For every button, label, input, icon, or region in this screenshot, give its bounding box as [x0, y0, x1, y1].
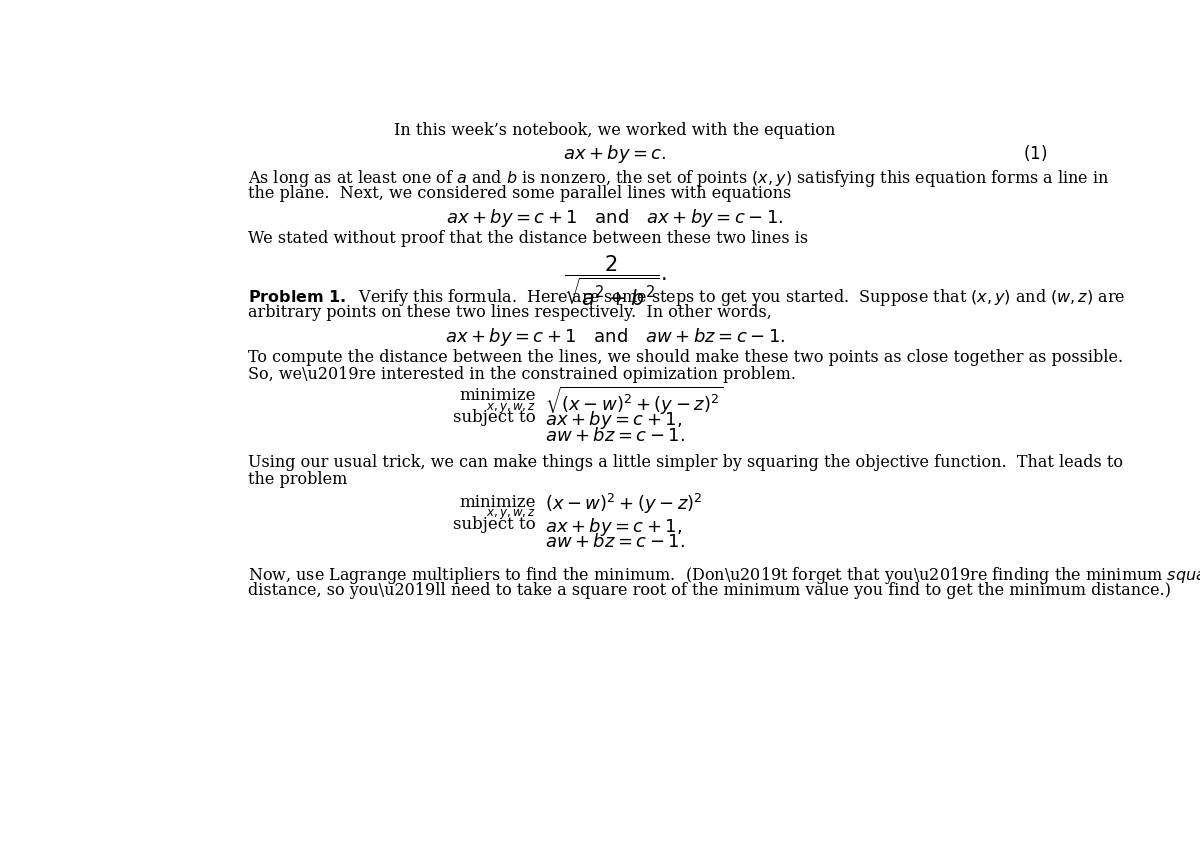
- Text: $(1)$: $(1)$: [1024, 143, 1048, 163]
- Text: subject to: subject to: [454, 408, 536, 425]
- Text: $ax + by = c+1 \quad \text{and} \quad aw + bz = c-1.$: $ax + by = c+1 \quad \text{and} \quad aw…: [445, 326, 785, 348]
- Text: $x,y,w,z$: $x,y,w,z$: [486, 400, 536, 414]
- Text: $ax + by = c+1,$: $ax + by = c+1,$: [545, 515, 683, 538]
- Text: distance, so you\u2019ll need to take a square root of the minimum value you fin: distance, so you\u2019ll need to take a …: [247, 581, 1171, 598]
- Text: So, we\u2019re interested in the constrained opimization problem.: So, we\u2019re interested in the constra…: [247, 365, 796, 382]
- Text: minimize: minimize: [460, 387, 536, 403]
- Text: the plane.  Next, we considered some parallel lines with equations: the plane. Next, we considered some para…: [247, 185, 791, 202]
- Text: $\dfrac{2}{\sqrt{a^2 + b^2}}.$: $\dfrac{2}{\sqrt{a^2 + b^2}}.$: [564, 254, 666, 308]
- Text: $ax + by = c.$: $ax + by = c.$: [563, 143, 667, 165]
- Text: $(x-w)^2 + (y-z)^2$: $(x-w)^2 + (y-z)^2$: [545, 491, 703, 516]
- Text: $\sqrt{(x-w)^2 + (y-z)^2}$: $\sqrt{(x-w)^2 + (y-z)^2}$: [545, 385, 724, 417]
- Text: $\mathbf{Problem\ 1.}$  Verify this formula.  Here are some steps to get you sta: $\mathbf{Problem\ 1.}$ Verify this formu…: [247, 287, 1126, 308]
- Text: subject to: subject to: [454, 515, 536, 533]
- Text: minimize: minimize: [460, 493, 536, 510]
- Text: $aw + bz = c-1.$: $aw + bz = c-1.$: [545, 533, 685, 551]
- Text: $aw + bz = c-1.$: $aw + bz = c-1.$: [545, 426, 685, 444]
- Text: Using our usual trick, we can make things a little simpler by squaring the objec: Using our usual trick, we can make thing…: [247, 453, 1123, 470]
- Text: As long as at least one of $a$ and $b$ is nonzero, the set of points $(x, y)$ sa: As long as at least one of $a$ and $b$ i…: [247, 168, 1109, 188]
- Text: $ax + by = c+1,$: $ax + by = c+1,$: [545, 408, 683, 430]
- Text: We stated without proof that the distance between these two lines is: We stated without proof that the distanc…: [247, 230, 808, 246]
- Text: In this week’s notebook, we worked with the equation: In this week’s notebook, we worked with …: [395, 122, 835, 139]
- Text: $x,y,w,z$: $x,y,w,z$: [486, 506, 536, 521]
- Text: arbitrary points on these two lines respectively.  In other words,: arbitrary points on these two lines resp…: [247, 304, 772, 321]
- Text: To compute the distance between the lines, we should make these two points as cl: To compute the distance between the line…: [247, 349, 1123, 365]
- Text: $ax + by = c+1 \quad \text{and} \quad ax + by = c-1.$: $ax + by = c+1 \quad \text{and} \quad ax…: [446, 207, 784, 229]
- Text: Now, use Lagrange multipliers to find the minimum.  (Don\u2019t forget that you\: Now, use Lagrange multipliers to find th…: [247, 564, 1200, 585]
- Text: the problem: the problem: [247, 470, 347, 487]
